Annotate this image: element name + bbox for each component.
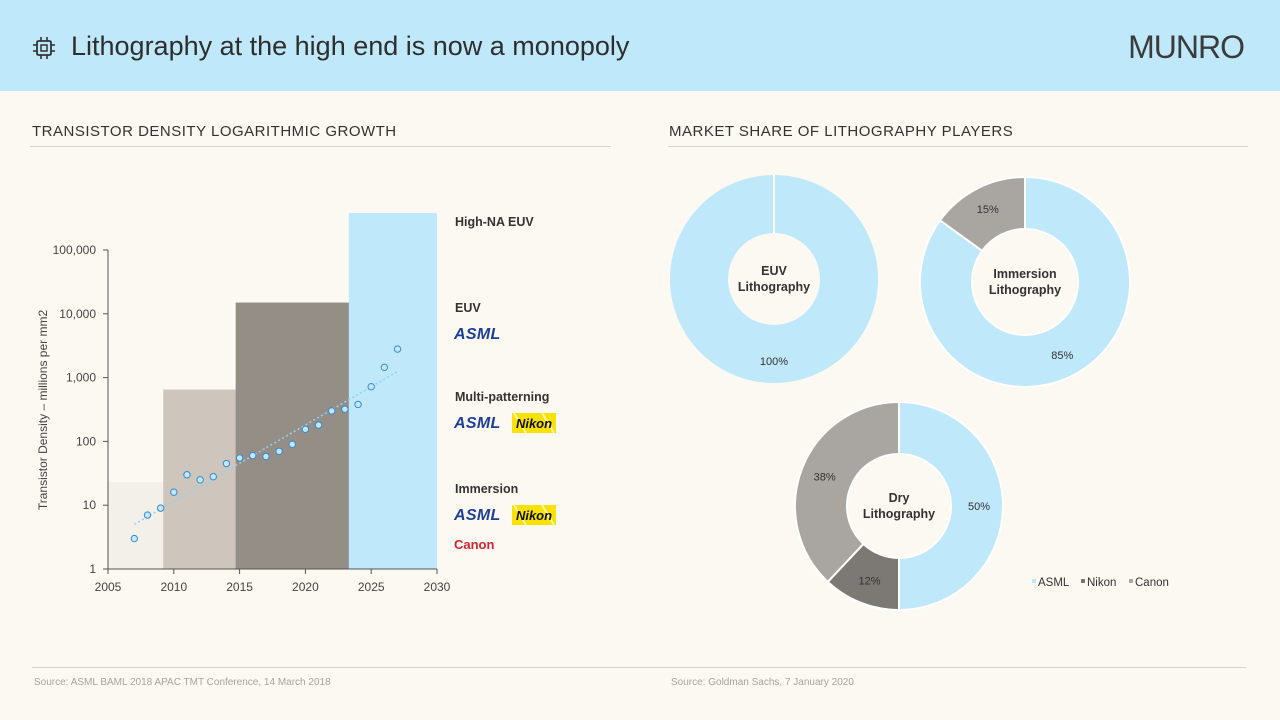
data-point xyxy=(341,405,349,413)
header-bar: Lithography at the high end is now a mon… xyxy=(0,0,1280,91)
slice-value-label: 100% xyxy=(760,356,788,368)
nikon-logo: Nikon xyxy=(512,412,556,434)
svg-text:ASML: ASML xyxy=(453,326,501,343)
svg-text:ASML: ASML xyxy=(453,507,501,524)
data-point xyxy=(288,440,296,449)
donut-immersion-lithography: 85% 15% Immersion Lithography xyxy=(919,175,1131,388)
data-point xyxy=(170,488,178,496)
band-label: High-NA EUV xyxy=(455,215,534,229)
left-section-title: TRANSISTOR DENSITY LOGARITHMIC GROWTH xyxy=(32,123,397,140)
data-point xyxy=(183,471,191,479)
legend-label: Nikon xyxy=(1087,577,1116,589)
data-point xyxy=(380,363,389,372)
slice-value-label: 12% xyxy=(859,575,881,587)
trendline-line xyxy=(133,370,398,526)
donut-hole xyxy=(729,234,819,324)
y-tick-label: 100 xyxy=(76,434,96,448)
data-point xyxy=(275,447,283,455)
data-point xyxy=(314,421,323,429)
asml-logo: ASML xyxy=(453,415,501,432)
y-tick-label: 100,000 xyxy=(53,243,97,257)
donut-center-label: Lithography xyxy=(863,507,935,521)
left-source: Source: ASML BAML 2018 APAC TMT Conferen… xyxy=(34,677,331,688)
data-point xyxy=(354,400,362,409)
x-tick-label: 2030 xyxy=(424,580,451,594)
y-tick-label: 1,000 xyxy=(66,371,96,385)
donut-center-label: Lithography xyxy=(738,280,810,294)
x-tick-label: 2020 xyxy=(292,580,319,594)
donut-hole xyxy=(848,455,950,557)
svg-text:Canon: Canon xyxy=(454,537,495,552)
data-point xyxy=(262,452,270,461)
slice-asml xyxy=(919,175,1131,388)
data-points xyxy=(130,345,402,543)
data-point xyxy=(143,511,152,519)
trendline xyxy=(133,370,398,526)
donut-center-label: Lithography xyxy=(989,283,1061,297)
svg-text:ASML: ASML xyxy=(453,415,501,432)
band-label: Immersion xyxy=(455,482,518,496)
nikon-logo: Nikon xyxy=(512,504,556,526)
slice-asml xyxy=(898,400,1004,612)
data-point xyxy=(367,383,375,391)
x-tick-label: 2005 xyxy=(95,580,122,594)
footer-rule xyxy=(32,667,1246,668)
asml-logo: ASML xyxy=(453,326,501,343)
chart-axes: 1 10 100 1,000 10,000 100,000 2005 2010 2015 2020… xyxy=(53,243,451,594)
canon-logo: Canon xyxy=(454,537,495,552)
donut-center-label: Immersion xyxy=(993,267,1056,281)
page-title: Lithography at the high end is now a mon… xyxy=(71,31,630,61)
data-point xyxy=(196,476,204,484)
data-point xyxy=(328,407,336,415)
band-label: EUV xyxy=(455,301,481,315)
market-share-donuts: 100% EUV Lithography 85% 15% Immersion Lithogr… xyxy=(670,175,1169,612)
technology-bands xyxy=(108,213,437,569)
slice-value-label: 15% xyxy=(977,204,999,216)
x-tick-label: 2010 xyxy=(160,580,187,594)
data-point xyxy=(209,472,217,481)
slice-value-label: 38% xyxy=(814,472,836,484)
slice-canon xyxy=(938,175,1026,253)
band-high-na-euv xyxy=(348,213,437,569)
legend-swatch xyxy=(1081,579,1085,583)
data-point xyxy=(301,425,310,433)
legend-swatch xyxy=(1032,579,1036,583)
x-tick-label: 2025 xyxy=(358,580,385,594)
brand-logo: MUNRO xyxy=(1128,29,1245,65)
legend-swatch xyxy=(1129,579,1133,583)
legend-label: Canon xyxy=(1135,577,1169,589)
left-section-rule xyxy=(30,146,611,147)
right-section-title: MARKET SHARE OF LITHOGRAPHY PLAYERS xyxy=(669,123,1014,140)
donut-center-label: EUV xyxy=(761,264,787,278)
band-label: Multi-patterning xyxy=(455,390,549,404)
legend-label: ASML xyxy=(1038,577,1070,589)
slice-value-label: 50% xyxy=(968,501,990,513)
slice-value-label: 85% xyxy=(1051,350,1073,362)
y-tick-label: 1 xyxy=(89,562,96,576)
svg-text:Nikon: Nikon xyxy=(516,416,552,431)
svg-text:Nikon: Nikon xyxy=(516,508,552,523)
data-point xyxy=(249,451,257,460)
y-axis-title: Transistor Density – millions per mm2 xyxy=(36,310,50,511)
y-tick-label: 10 xyxy=(83,498,97,512)
donut-center-label: Dry xyxy=(889,491,910,505)
data-point xyxy=(235,454,244,462)
band-labels: Immersion ASML Nikon Canon Multi-patterning A… xyxy=(453,215,556,552)
donut-legend: ASML Nikon Canon xyxy=(1032,577,1169,589)
data-point xyxy=(393,345,402,353)
slice-canon xyxy=(794,400,900,584)
chip-icon xyxy=(33,37,55,59)
density-chart: 1 10 100 1,000 10,000 100,000 2005 2010 2015 2020… xyxy=(36,213,556,594)
data-point xyxy=(222,459,231,468)
right-section-rule xyxy=(668,146,1248,147)
asml-logo: ASML xyxy=(453,507,501,524)
donut-dry-lithography: 50% 12% 38% Dry Lithography xyxy=(794,400,1004,612)
donut-euv-lithography: 100% EUV Lithography xyxy=(670,175,878,383)
data-point xyxy=(156,504,165,512)
right-source: Source: Goldman Sachs, 7 January 2020 xyxy=(671,677,854,688)
donut-hole xyxy=(973,230,1077,334)
y-tick-label: 10,000 xyxy=(59,307,96,321)
x-tick-label: 2015 xyxy=(226,580,253,594)
data-point xyxy=(130,534,139,543)
